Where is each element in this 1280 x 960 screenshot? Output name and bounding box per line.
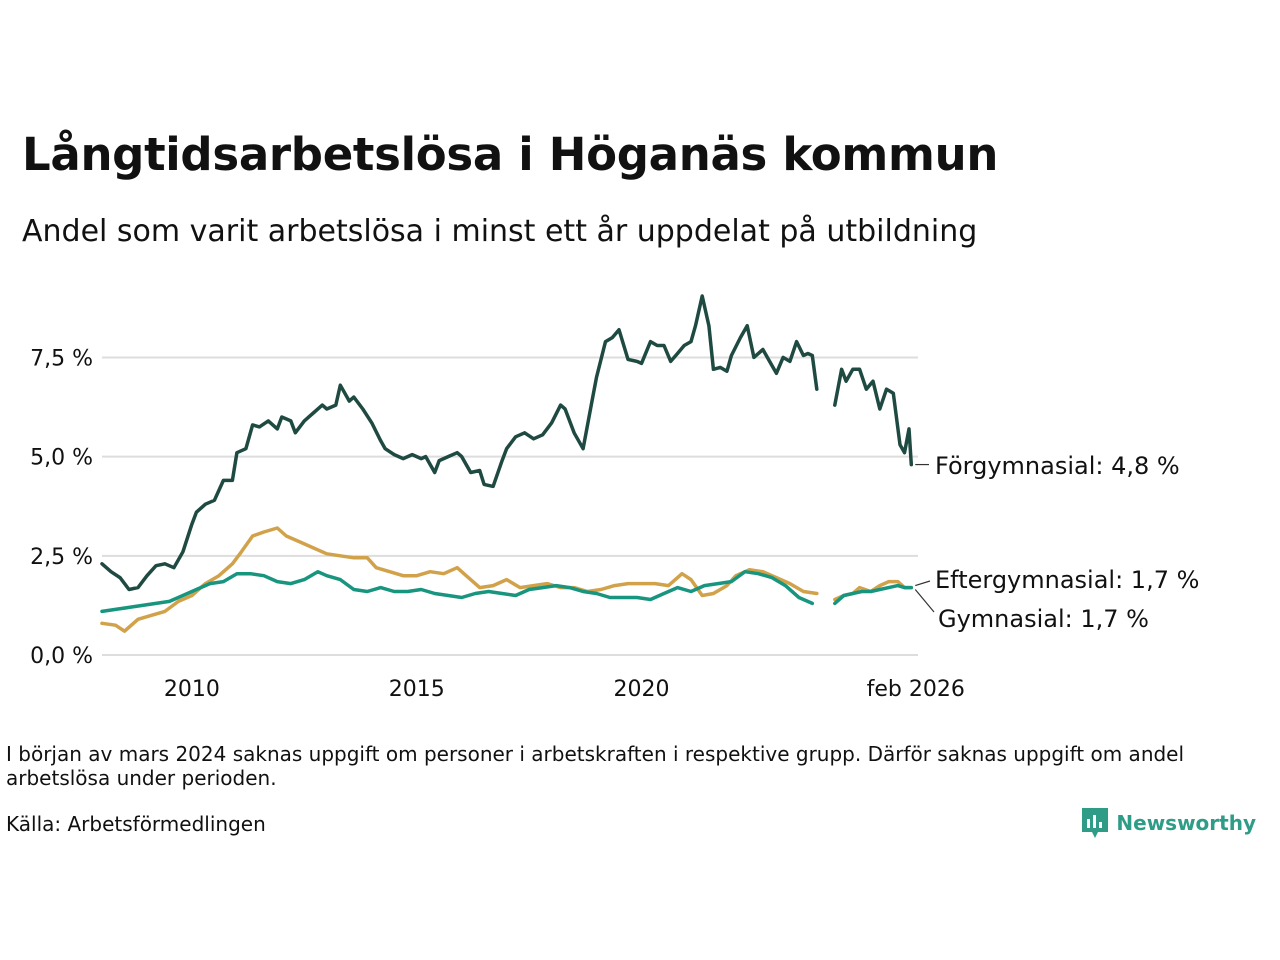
x-tick-label: feb 2026 <box>867 677 965 702</box>
brand-logo[interactable]: Newsworthy <box>1082 808 1256 838</box>
y-tick-label: 5,0 % <box>30 446 93 471</box>
label-leader-line <box>915 580 931 587</box>
series-line-eftergymnasial-2 <box>833 583 914 606</box>
series-labels: Förgymnasial: 4,8 % Gymnasial: 1,7 % Efter… <box>914 452 1199 633</box>
x-tick-label: 2010 <box>164 677 220 702</box>
y-tick-label: 7,5 % <box>30 346 93 371</box>
x-tick-label: 2015 <box>389 677 445 702</box>
label-leader-line <box>914 589 935 613</box>
series-label-eftergymnasial: Eftergymnasial: 1,7 % <box>935 566 1199 594</box>
series-line-gymnasial-1 <box>100 526 819 633</box>
series-label-gymnasial: Gymnasial: 1,7 % <box>938 605 1149 633</box>
y-axis-ticks: 0,0 % 2,5 % 5,0 % 7,5 % <box>30 346 93 669</box>
series-lines <box>100 294 914 633</box>
series-label-förgymnasial: Förgymnasial: 4,8 % <box>935 452 1180 480</box>
chart-title: Långtidsarbetslösa i Höganäs kommun <box>22 128 999 181</box>
x-axis-ticks: 2010 2015 2020 feb 2026 <box>164 677 965 702</box>
series-line-eftergymnasial-1 <box>100 569 815 614</box>
y-tick-label: 0,0 % <box>30 644 93 669</box>
x-tick-label: 2020 <box>614 677 670 702</box>
gridlines <box>102 356 918 656</box>
series-line-förgymnasial-1 <box>100 294 819 592</box>
brand-name: Newsworthy <box>1116 811 1256 835</box>
y-tick-label: 2,5 % <box>30 545 93 570</box>
footnote: I början av mars 2024 saknas uppgift om … <box>6 742 1185 790</box>
newsworthy-logo-icon <box>1082 808 1109 838</box>
line-chart: 0,0 % 2,5 % 5,0 % 7,5 % 2010 2015 2020 feb 202… <box>30 294 1199 702</box>
series-line-förgymnasial-2 <box>833 367 914 467</box>
chart-subtitle: Andel som varit arbetslösa i minst ett å… <box>22 214 978 249</box>
source-note: Källa: Arbetsförmedlingen <box>6 812 266 836</box>
